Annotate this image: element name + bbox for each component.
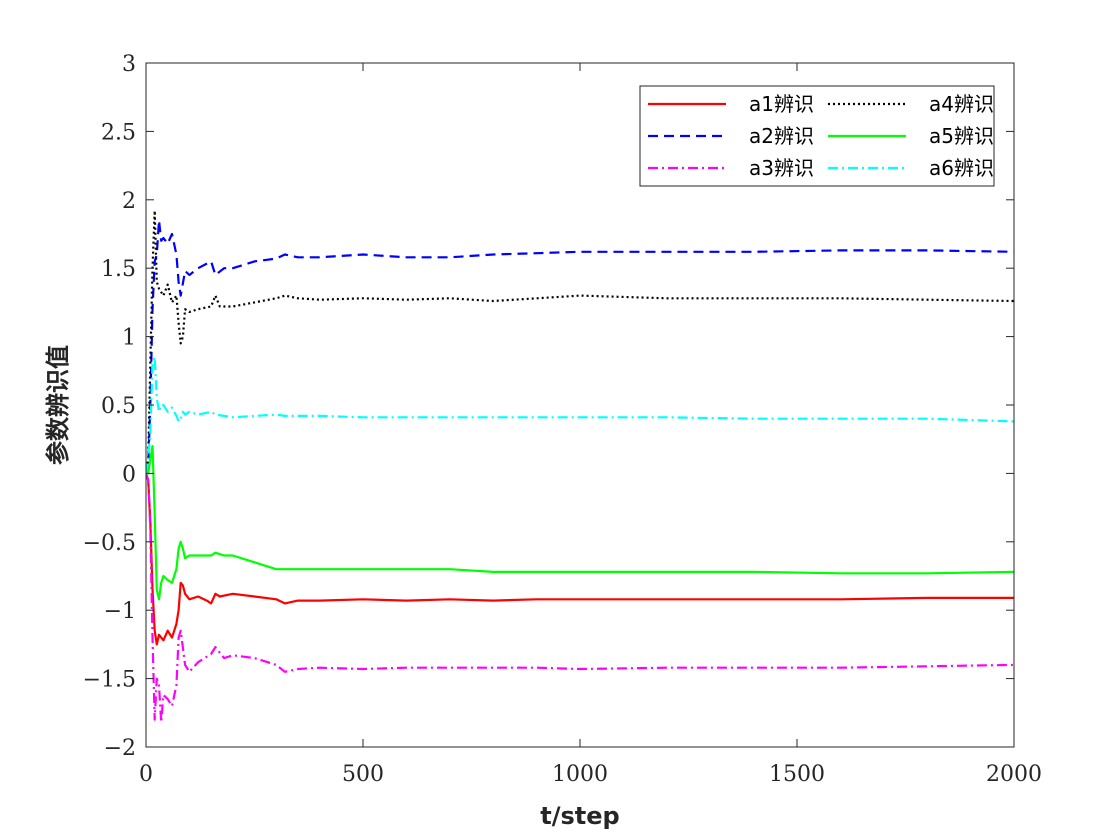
x-tick-label: 1000: [552, 762, 608, 787]
legend-label-5: a5辨识: [929, 124, 994, 148]
legend-label-1: a1辨识: [749, 92, 814, 116]
series-line-5: [146, 444, 1014, 601]
y-tick-label: 1: [122, 326, 136, 351]
x-tick-label: 0: [139, 762, 153, 787]
y-axis-label: 参数辨识值: [44, 345, 72, 465]
legend: a1辨识 a2辨识 a3辨识 a4辨识 a5辨识 a6辨识: [639, 85, 995, 187]
legend-label-6: a6辨识: [929, 156, 994, 180]
plot-lines: [146, 209, 1014, 724]
y-tick-label: 1.5: [101, 257, 136, 282]
y-tick-label: 0.5: [101, 394, 136, 419]
x-axis-label: t/step: [540, 802, 619, 830]
x-tick-label: 2000: [986, 762, 1042, 787]
legend-label-2: a2辨识: [749, 124, 814, 148]
series-line-1: [146, 473, 1014, 646]
x-tick-label: 500: [342, 762, 384, 787]
y-tick-label: −1: [104, 599, 136, 624]
y-tick-label: 3: [122, 52, 136, 77]
legend-label-4: a4辨识: [929, 92, 994, 116]
y-tick-label: −1.5: [83, 668, 136, 693]
series-line-2: [146, 219, 1014, 474]
y-tick-label: 2.5: [101, 120, 136, 145]
legend-label-3: a3辨识: [749, 156, 814, 180]
y-tick-label: −2: [104, 736, 136, 761]
y-tick-label: 2: [122, 189, 136, 214]
series-line-3: [146, 473, 1014, 724]
y-tick-label: 0: [122, 462, 136, 487]
series-line-6: [146, 356, 1014, 474]
x-tick-label: 1500: [769, 762, 825, 787]
series-line-4: [146, 209, 1014, 474]
y-tick-label: −0.5: [83, 531, 136, 556]
axis-ticks: 0 500 1000 1500 2000 −2 −1.5 −1 −0.5 0 0.5 1 1.5 2 2.5…: [83, 52, 1042, 787]
